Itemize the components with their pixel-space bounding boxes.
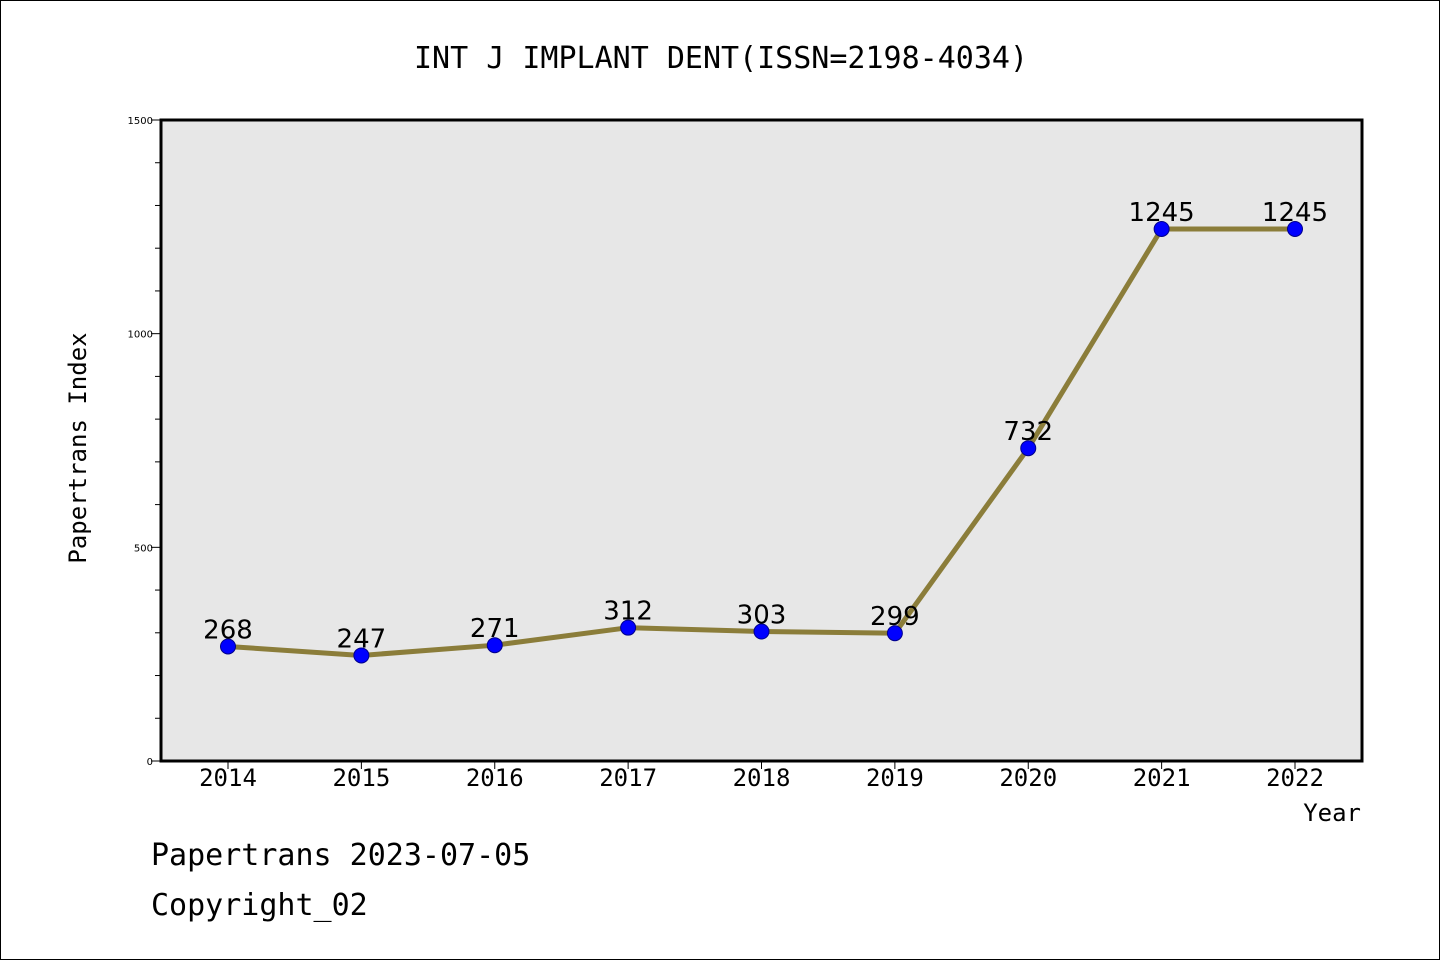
data-label: 268 <box>203 615 253 645</box>
data-label: 247 <box>337 624 387 654</box>
x-axis-label: Year <box>1303 799 1361 827</box>
x-tick-label: 2015 <box>332 764 390 792</box>
y-tick-label: 1500 <box>128 116 153 127</box>
x-axis-ticks: 2014 2015 2016 2017 2018 2019 2020 2021 2022 <box>199 761 1324 792</box>
data-point <box>1153 220 1170 237</box>
footer-date: Papertrans 2023-07-05 <box>151 838 530 873</box>
data-point <box>1287 220 1303 237</box>
data-label: 271 <box>470 614 520 644</box>
data-label: 1245 <box>1129 198 1195 228</box>
data-label: 299 <box>870 602 920 632</box>
data-point <box>620 619 637 636</box>
y-tick-label: 500 <box>134 543 153 554</box>
data-label: 303 <box>737 601 787 631</box>
x-tick-label: 2017 <box>599 764 657 792</box>
data-labels: 268 247 271 312 303 299 732 1245 1245 <box>203 198 1328 654</box>
data-label: 312 <box>603 597 653 627</box>
data-label: 1245 <box>1262 198 1328 228</box>
y-tick-label: 0 <box>147 757 153 768</box>
x-tick-label: 2022 <box>1266 764 1324 792</box>
data-point <box>220 638 236 655</box>
x-tick-label: 2020 <box>999 764 1057 792</box>
y-axis-label: Papertrans Index <box>64 332 92 563</box>
y-axis-ticks: 0 500 1000 1500 <box>128 116 161 768</box>
x-tick-label: 2018 <box>733 764 791 792</box>
y-minor-ticks <box>155 162 161 719</box>
data-markers <box>220 220 1303 664</box>
data-point <box>353 647 370 664</box>
data-point <box>1020 440 1037 457</box>
data-point <box>753 623 770 640</box>
data-label: 732 <box>1003 417 1053 447</box>
data-point <box>886 625 903 642</box>
chart-title: INT J IMPLANT DENT(ISSN=2198-4034) <box>414 41 1028 76</box>
x-tick-label: 2014 <box>199 764 257 792</box>
y-tick-label: 1000 <box>128 330 153 341</box>
x-tick-label: 2016 <box>466 764 524 792</box>
footer-copyright: Copyright_02 <box>151 888 368 923</box>
x-tick-label: 2019 <box>866 764 924 792</box>
data-point <box>486 637 503 654</box>
x-tick-label: 2021 <box>1133 764 1191 792</box>
